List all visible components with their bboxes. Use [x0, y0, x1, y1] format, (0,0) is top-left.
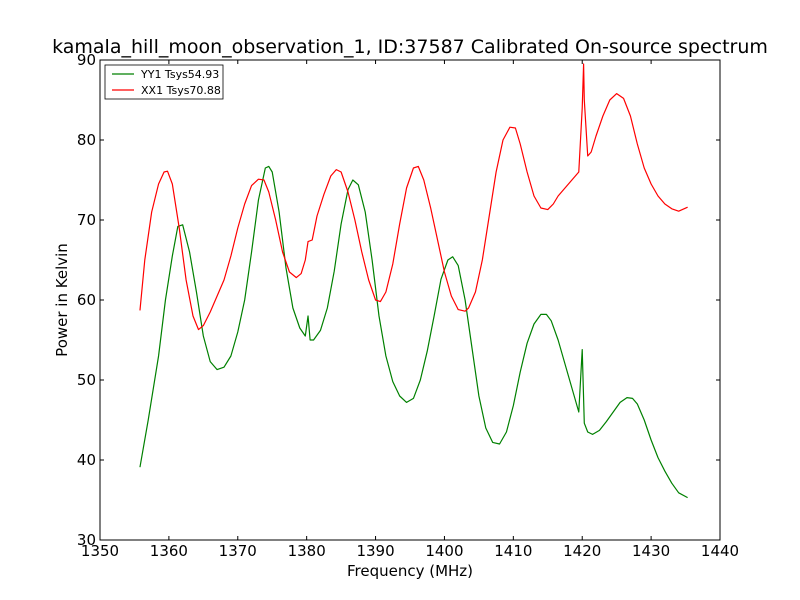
- x-tick-label: 1420: [563, 542, 601, 560]
- y-tick-label: 50: [77, 371, 96, 389]
- series-line-xx1: [139, 63, 688, 331]
- x-tick-label: 1430: [632, 542, 670, 560]
- plot-frame: [99, 59, 721, 541]
- x-axis-label: Frequency (MHz): [347, 562, 473, 580]
- y-tick-label: 80: [77, 131, 96, 149]
- series-layer: [139, 63, 688, 499]
- y-tick-label: 30: [77, 531, 96, 549]
- x-tick-label: 1390: [356, 542, 394, 560]
- plot-background: [100, 60, 720, 540]
- y-tick-label: 60: [77, 291, 96, 309]
- y-tick-label: 70: [77, 211, 96, 229]
- x-tick-label: 1370: [219, 542, 257, 560]
- x-tick-label: 1400: [425, 542, 463, 560]
- x-tick-label: 1410: [494, 542, 532, 560]
- x-tick-label: 1380: [288, 542, 326, 560]
- x-tick-label: 1350: [81, 542, 119, 560]
- legend-label-xx1: XX1 Tsys70.88: [141, 84, 221, 97]
- x-tick-label: 1360: [150, 542, 188, 560]
- x-tick-label: 1440: [701, 542, 739, 560]
- legend-label-yy1: YY1 Tsys54.93: [140, 68, 219, 81]
- legend-box: [104, 64, 224, 100]
- y-tick-label: 40: [77, 451, 96, 469]
- chart-title: kamala_hill_moon_observation_1, ID:37587…: [52, 36, 768, 58]
- y-tick-label: 90: [77, 51, 96, 69]
- series-line-yy1: [139, 165, 688, 499]
- ticks-layer: 1350 1360 1370 1380 1390 1400 1410 1420 1430 1440…: [77, 51, 739, 560]
- plot-area: 1350 1360 1370 1380 1390 1400 1410 1420 1430 1440…: [77, 51, 739, 560]
- legend: YY1 Tsys54.93 XX1 Tsys70.88: [104, 64, 224, 100]
- y-axis-label: Power in Kelvin: [53, 243, 71, 357]
